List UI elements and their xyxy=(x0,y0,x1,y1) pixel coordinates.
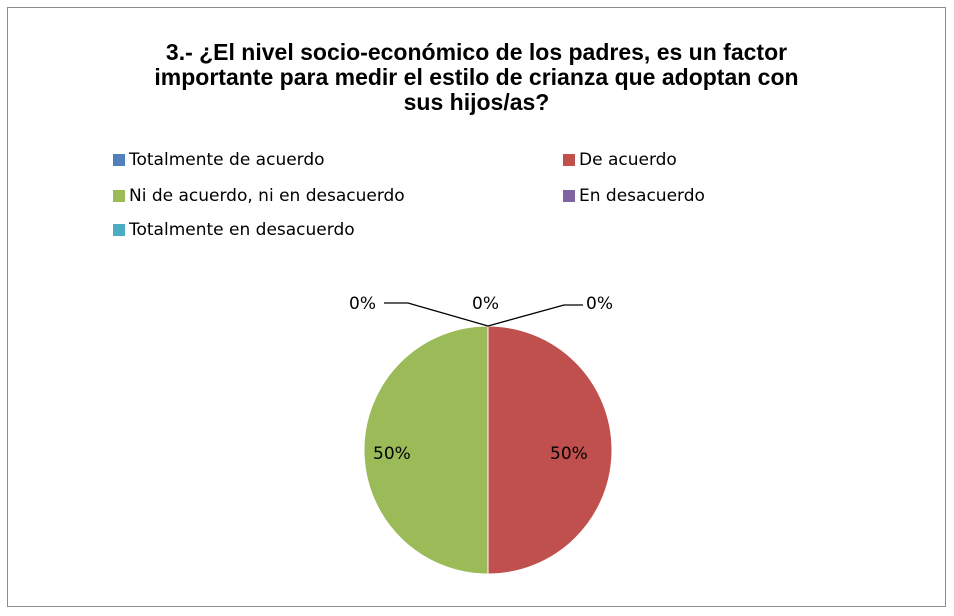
pie-slices xyxy=(363,325,613,575)
chart-title-line-3: sus hijos/as? xyxy=(403,89,550,115)
chart-title-line-2: importante para medir el estilo de crian… xyxy=(154,64,799,90)
legend-swatch xyxy=(113,190,125,202)
leader-lines xyxy=(384,302,583,327)
legend-label: En desacuerdo xyxy=(579,186,705,206)
legend-item-ni-de-acuerdo-ni-en-desacuerdo: Ni de acuerdo, ni en desacuerdo xyxy=(113,185,405,207)
legend-label: De acuerdo xyxy=(579,150,677,170)
legend-label: Totalmente de acuerdo xyxy=(129,150,325,170)
data-label-de-acuerdo: 50% xyxy=(550,444,588,464)
pie-slice-ni-de-acuerdo-ni-en-desacuerdo xyxy=(363,325,489,575)
leader-line-1 xyxy=(487,304,583,327)
data-label-totalmente-en-desacuerdo: 0% xyxy=(586,294,613,314)
data-label-totalmente-de-acuerdo: 0% xyxy=(349,294,376,314)
legend-label: Totalmente en desacuerdo xyxy=(129,220,355,240)
legend-swatch xyxy=(563,190,575,202)
legend-swatch xyxy=(113,224,125,236)
chart-title: 3.- ¿El nivel socio-económico de los pad… xyxy=(8,40,945,115)
legend-item-de-acuerdo: De acuerdo xyxy=(563,149,677,171)
legend-swatch xyxy=(563,154,575,166)
legend-label: Ni de acuerdo, ni en desacuerdo xyxy=(129,186,405,206)
data-label-en-desacuerdo: 0% xyxy=(472,294,499,314)
legend-item-totalmente-en-desacuerdo: Totalmente en desacuerdo xyxy=(113,219,355,241)
data-label-ni-de-acuerdo: 50% xyxy=(373,444,411,464)
pie-slice-de-acuerdo xyxy=(487,325,613,575)
legend-item-en-desacuerdo: En desacuerdo xyxy=(563,185,705,207)
pie-chart: 0% 0% 0% 50% 50% xyxy=(349,294,613,575)
legend-item-totalmente-de-acuerdo: Totalmente de acuerdo xyxy=(113,149,325,171)
leader-line-0 xyxy=(384,302,489,327)
legend-swatch xyxy=(113,154,125,166)
chart-area: 3.- ¿El nivel socio-económico de los pad… xyxy=(7,7,946,607)
chart-title-line-1: 3.- ¿El nivel socio-económico de los pad… xyxy=(165,39,788,65)
